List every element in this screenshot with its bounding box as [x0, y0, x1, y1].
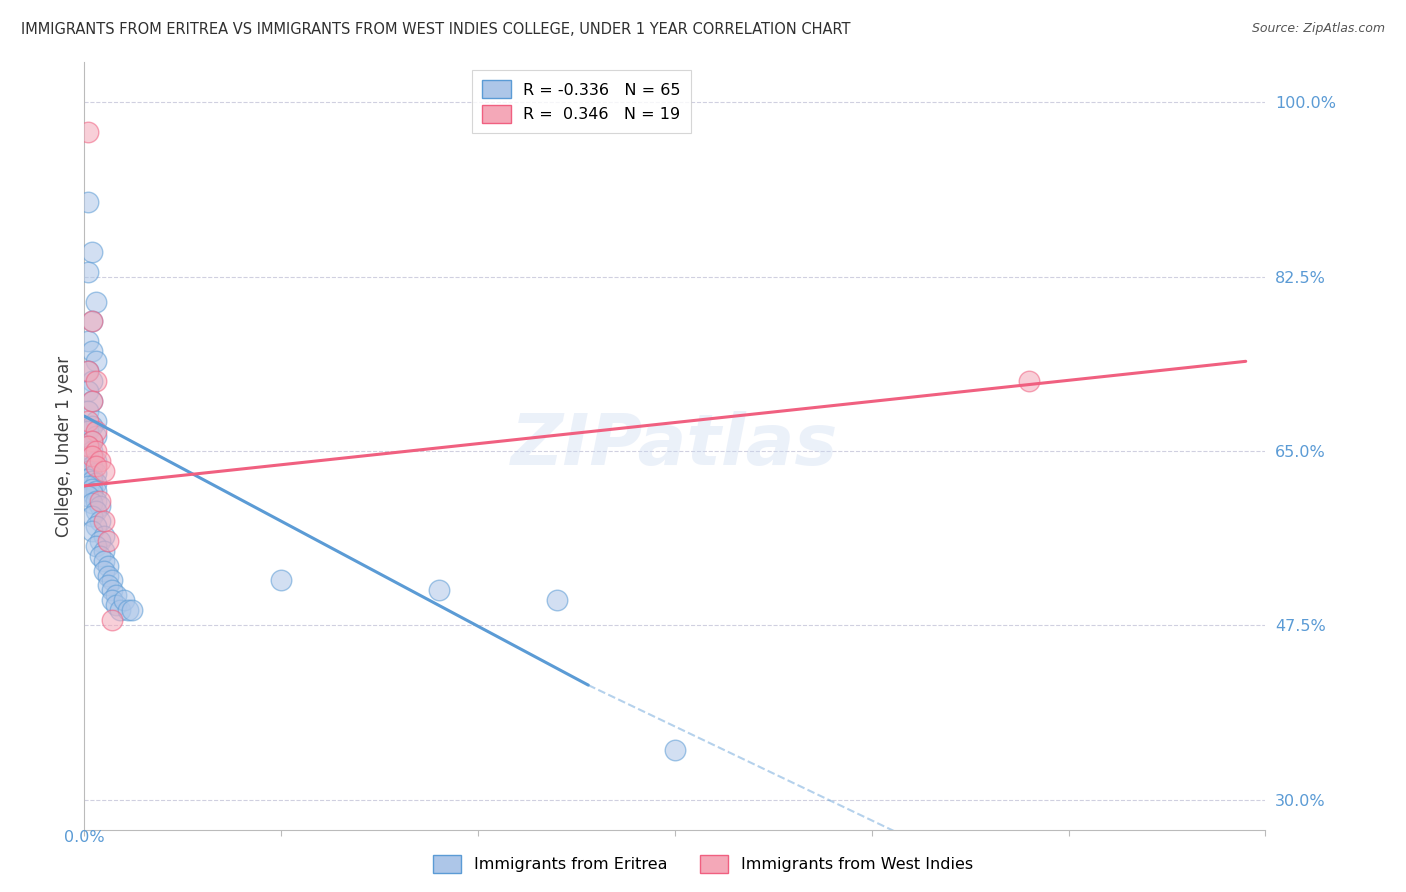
- Point: [82, 458, 104, 473]
- Point: [84, 458, 107, 473]
- Point: [84, 374, 107, 388]
- Point: [82, 449, 104, 463]
- Point: [84, 504, 107, 518]
- Point: [84, 466, 107, 480]
- Point: [84, 475, 107, 490]
- Point: [82, 508, 104, 523]
- Point: [84, 483, 107, 498]
- Point: [77, 472, 100, 486]
- Point: [89, 549, 111, 563]
- Point: [84, 444, 107, 458]
- Point: [82, 394, 104, 409]
- Point: [121, 603, 143, 617]
- Point: [77, 464, 100, 478]
- Point: [77, 404, 100, 418]
- Point: [77, 439, 100, 453]
- Point: [97, 533, 120, 548]
- Point: [82, 374, 104, 388]
- Point: [108, 603, 131, 617]
- Text: IMMIGRANTS FROM ERITREA VS IMMIGRANTS FROM WEST INDIES COLLEGE, UNDER 1 YEAR COR: IMMIGRANTS FROM ERITREA VS IMMIGRANTS FR…: [21, 22, 851, 37]
- Point: [82, 524, 104, 538]
- Point: [104, 599, 127, 613]
- Point: [101, 613, 124, 627]
- Point: [77, 439, 100, 453]
- Point: [89, 533, 111, 548]
- Legend: Immigrants from Eritrea, Immigrants from West Indies: Immigrants from Eritrea, Immigrants from…: [426, 848, 980, 880]
- Point: [97, 568, 120, 582]
- Point: [82, 419, 104, 434]
- Point: [664, 743, 686, 757]
- Point: [82, 244, 104, 259]
- Point: [270, 574, 292, 588]
- Point: [77, 194, 100, 209]
- Text: 0.0%: 0.0%: [65, 830, 104, 845]
- Point: [82, 474, 104, 488]
- Point: [427, 583, 450, 598]
- Point: [89, 514, 111, 528]
- Point: [84, 454, 107, 468]
- Point: [77, 265, 100, 279]
- Point: [82, 434, 104, 448]
- Text: ZIPatlas: ZIPatlas: [512, 411, 838, 481]
- Point: [101, 583, 124, 598]
- Point: [93, 553, 115, 567]
- Point: [117, 603, 139, 617]
- Point: [82, 314, 104, 328]
- Point: [112, 593, 135, 607]
- Point: [82, 485, 104, 500]
- Point: [82, 444, 104, 458]
- Point: [84, 429, 107, 443]
- Point: [93, 464, 115, 478]
- Point: [82, 344, 104, 359]
- Point: [84, 294, 107, 309]
- Point: [89, 493, 111, 508]
- Point: [77, 449, 100, 463]
- Point: [82, 469, 104, 483]
- Point: [84, 518, 107, 533]
- Point: [77, 424, 100, 438]
- Point: [82, 496, 104, 510]
- Point: [93, 564, 115, 578]
- Point: [97, 578, 120, 592]
- Point: [77, 125, 100, 139]
- Point: [104, 589, 127, 603]
- Point: [89, 499, 111, 513]
- Point: [84, 354, 107, 368]
- Point: [89, 454, 111, 468]
- Point: [93, 543, 115, 558]
- Point: [84, 539, 107, 553]
- Point: [84, 414, 107, 428]
- Point: [77, 364, 100, 378]
- Point: [101, 574, 124, 588]
- Point: [546, 593, 568, 607]
- Legend: R = -0.336   N = 65, R =  0.346   N = 19: R = -0.336 N = 65, R = 0.346 N = 19: [472, 70, 690, 133]
- Point: [82, 394, 104, 409]
- Point: [82, 434, 104, 448]
- Point: [82, 314, 104, 328]
- Text: Source: ZipAtlas.com: Source: ZipAtlas.com: [1251, 22, 1385, 36]
- Point: [93, 514, 115, 528]
- Point: [84, 493, 107, 508]
- Point: [101, 593, 124, 607]
- Point: [84, 424, 107, 438]
- Point: [77, 334, 100, 349]
- Point: [77, 479, 100, 493]
- Point: [1018, 374, 1040, 388]
- Point: [77, 414, 100, 428]
- Point: [77, 384, 100, 399]
- Point: [77, 364, 100, 378]
- Point: [77, 489, 100, 503]
- Point: [97, 558, 120, 573]
- Point: [93, 529, 115, 543]
- Point: [82, 482, 104, 496]
- Y-axis label: College, Under 1 year: College, Under 1 year: [55, 355, 73, 537]
